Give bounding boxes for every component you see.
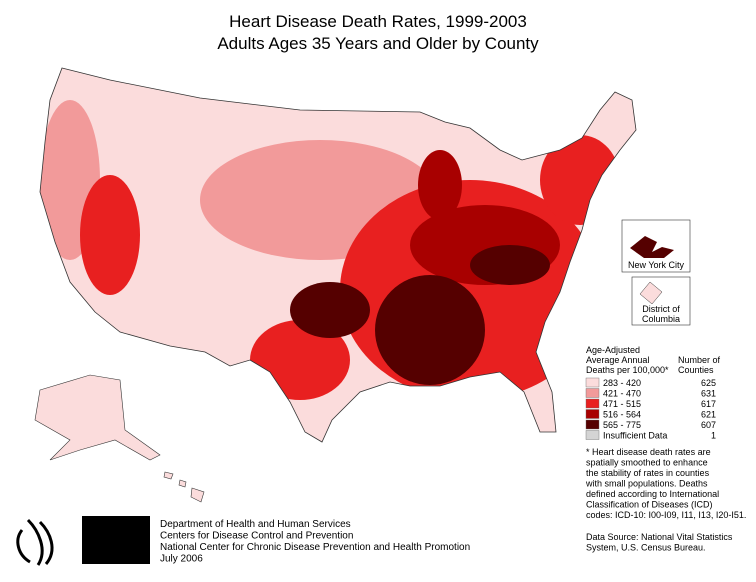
legend-swatch	[585, 377, 600, 388]
department: National Center for Chronic Disease Prev…	[160, 542, 470, 553]
cdc-logo	[82, 516, 150, 564]
hawaii	[163, 471, 205, 503]
legend-title: Deaths per 100,000*	[586, 365, 669, 375]
us-map	[40, 68, 636, 442]
legend-count: 617	[701, 399, 716, 409]
department: Centers for Disease Control and Preventi…	[160, 531, 353, 542]
department: Department of Health and Human Services	[160, 519, 351, 530]
legend-label: 283 - 420	[603, 378, 641, 388]
inset-label: District of	[642, 304, 680, 314]
dc-shape	[639, 281, 663, 305]
legend-swatch	[585, 409, 600, 419]
title: Heart Disease Death Rates, 1999-2003	[229, 12, 527, 31]
legend-count-header: Counties	[678, 365, 714, 375]
map-region	[418, 150, 462, 220]
legend-label: 471 - 515	[603, 399, 641, 409]
legend-count: 621	[701, 410, 716, 420]
map-region	[80, 175, 140, 295]
department: July 2006	[160, 554, 203, 565]
source: Data Source: National Vital Statistics	[586, 532, 733, 542]
legend-count: 607	[701, 420, 716, 430]
legend-count: 625	[701, 378, 716, 388]
legend-swatch	[585, 419, 600, 430]
footnote: with small populations. Deaths	[585, 479, 708, 489]
legend-label: Insufficient Data	[603, 431, 667, 441]
alaska	[34, 374, 161, 461]
map-region	[470, 245, 550, 285]
us-outline	[39, 67, 637, 443]
legend-label: 565 - 775	[603, 420, 641, 430]
legend-count: 631	[701, 389, 716, 399]
footnote: Classification of Diseases (ICD)	[586, 500, 713, 510]
map-region	[375, 275, 485, 385]
source: System, U.S. Census Bureau.	[586, 543, 706, 553]
footnote: * Heart disease death rates are	[586, 447, 711, 457]
legend-title: Age-Adjusted	[586, 345, 640, 355]
legend-count-header: Number of	[678, 355, 721, 365]
footnote: defined according to International	[586, 489, 719, 499]
legend-count: 1	[711, 431, 716, 441]
nyc-shape	[630, 236, 674, 258]
footnote: the stability of rates in counties	[586, 468, 710, 478]
legend-label: 421 - 470	[603, 389, 641, 399]
hhs-logo	[16, 518, 54, 566]
logo-tagline: SAFER·HEALTHIER·PEOPLE	[82, 557, 150, 563]
legend-swatch	[585, 398, 600, 409]
dc-inset	[631, 276, 691, 326]
footnote: spatially smoothed to enhance	[586, 458, 708, 468]
legend-title: Average Annual	[586, 355, 649, 365]
footnote: codes: ICD-10: I00-I09, I11, I13, I20-I5…	[586, 510, 746, 520]
legend-swatch	[585, 388, 600, 398]
title: Adults Ages 35 Years and Older by County	[217, 34, 539, 53]
map-region	[290, 282, 370, 338]
map-region	[540, 135, 620, 225]
logo-name: CDC	[84, 524, 149, 557]
legend-label: 516 - 564	[603, 410, 641, 420]
inset-label: New York City	[628, 260, 685, 270]
inset-label: Columbia	[642, 314, 680, 324]
legend-swatch	[585, 430, 600, 440]
